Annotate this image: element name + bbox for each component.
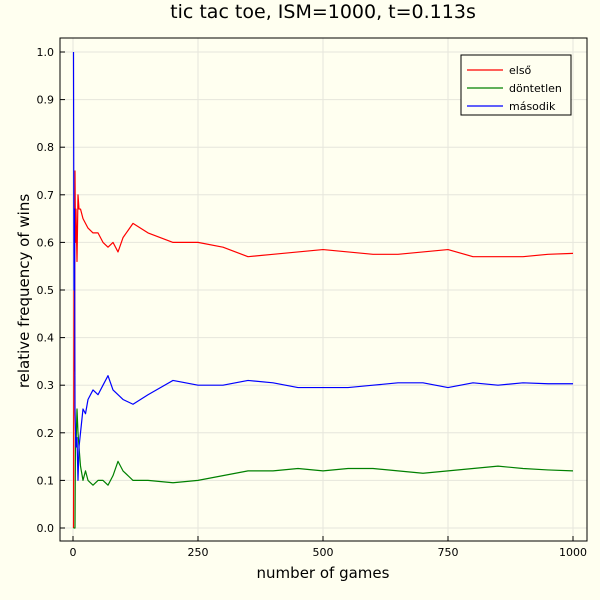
series-line-3 [72, 51, 573, 481]
x-tick-label: 1000 [559, 546, 587, 559]
x-tick-label: 750 [438, 546, 459, 559]
y-tick-label: 0.3 [37, 379, 55, 392]
x-tick-label: 0 [70, 546, 77, 559]
x-tick-label: 500 [313, 546, 334, 559]
legend: első döntetlen második [460, 54, 572, 116]
legend-label: döntetlen [509, 82, 562, 95]
legend-label: második [509, 100, 556, 113]
y-axis-label: relative frequency of wins [15, 194, 33, 389]
y-tick-label: 0.6 [37, 236, 55, 249]
y-tick-label: 0.7 [37, 189, 55, 202]
legend-label: első [509, 64, 532, 77]
tick-layer: 0 250 500 750 1000 0.0 0.1 0.2 0.3 0.4 0.5 0.6 0.7 0.… [37, 46, 588, 559]
legend-box [460, 54, 572, 116]
y-tick-label: 0.1 [37, 474, 55, 487]
series-line-1 [72, 170, 574, 529]
y-tick-label: 0.5 [37, 284, 55, 297]
series-layer [72, 51, 574, 529]
x-tick-label: 250 [188, 546, 209, 559]
chart-title: tic tac toe, ISM=1000, t=0.113s [170, 1, 476, 23]
y-tick-label: 0.2 [37, 427, 55, 440]
x-axis-label: number of games [257, 564, 390, 582]
y-tick-label: 0.0 [37, 522, 55, 535]
y-tick-label: 0.9 [37, 94, 55, 107]
grid [60, 38, 587, 541]
series-line-2 [73, 408, 574, 529]
y-tick-label: 0.8 [37, 141, 55, 154]
y-tick-label: 0.4 [37, 332, 55, 345]
y-tick-label: 1.0 [37, 46, 55, 59]
